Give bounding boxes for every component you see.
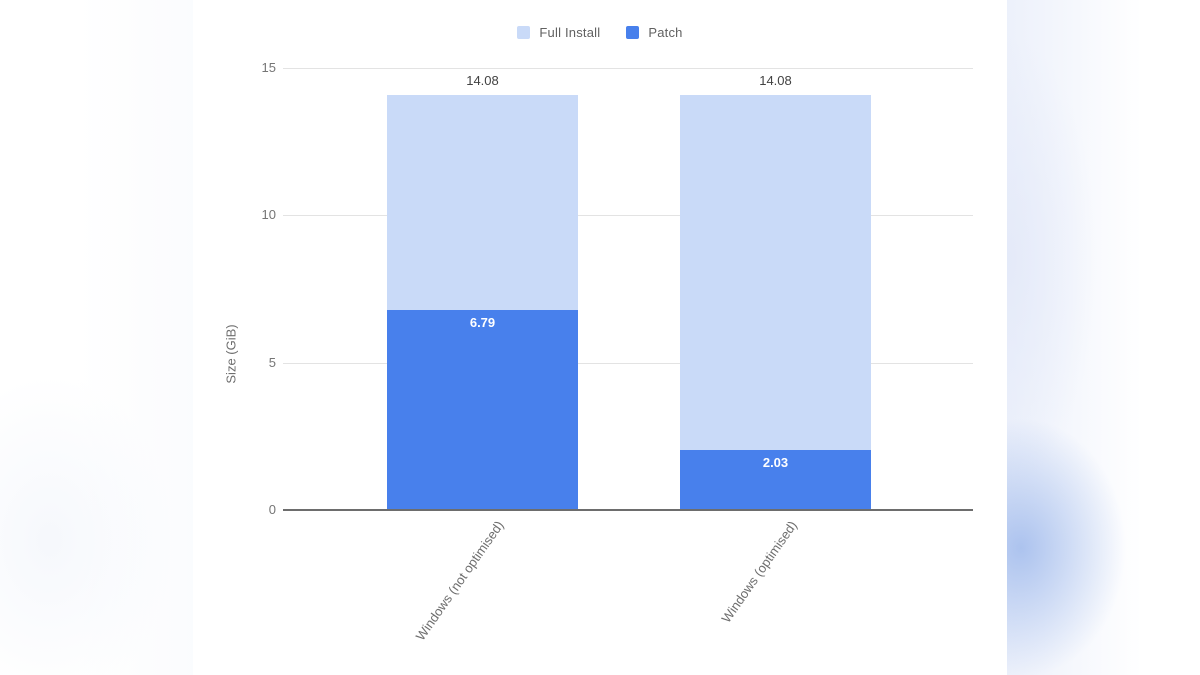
y-axis-title: Size (GiB): [223, 324, 239, 384]
y-axis-tick-label: 0: [268, 502, 276, 517]
bar-value-label: 14.08: [759, 73, 792, 89]
gridline-5: [283, 363, 973, 364]
x-axis-line: [283, 509, 973, 511]
y-axis-tick-label: 10: [261, 207, 276, 222]
y-axis-tick-label: 15: [261, 60, 276, 75]
legend-item-full-install[interactable]: Full Install: [517, 25, 600, 40]
legend-label-patch: Patch: [648, 25, 683, 40]
chart-legend: Full Install Patch: [0, 25, 1200, 40]
background-gradient-right: [1007, 0, 1200, 675]
background-gradient-left: [0, 0, 193, 675]
y-axis-tick-label: 5: [268, 355, 276, 370]
gridline-15: [283, 68, 973, 69]
legend-label-full-install: Full Install: [539, 25, 601, 40]
bar-value-label: 14.08: [466, 73, 499, 89]
bar-value-label: 6.79: [469, 314, 496, 330]
legend-item-patch[interactable]: Patch: [626, 25, 682, 40]
legend-swatch-full-install: [517, 26, 531, 39]
bar-patch-windows-optimised[interactable]: [680, 450, 871, 509]
chart-panel: [193, 0, 1007, 675]
bar-value-label: 2.03: [762, 455, 789, 471]
bar-full-install-windows-optimised[interactable]: [680, 95, 871, 509]
bar-patch-windows-not-optimised[interactable]: [387, 309, 578, 509]
legend-swatch-patch: [626, 26, 640, 39]
gridline-10: [283, 215, 973, 216]
